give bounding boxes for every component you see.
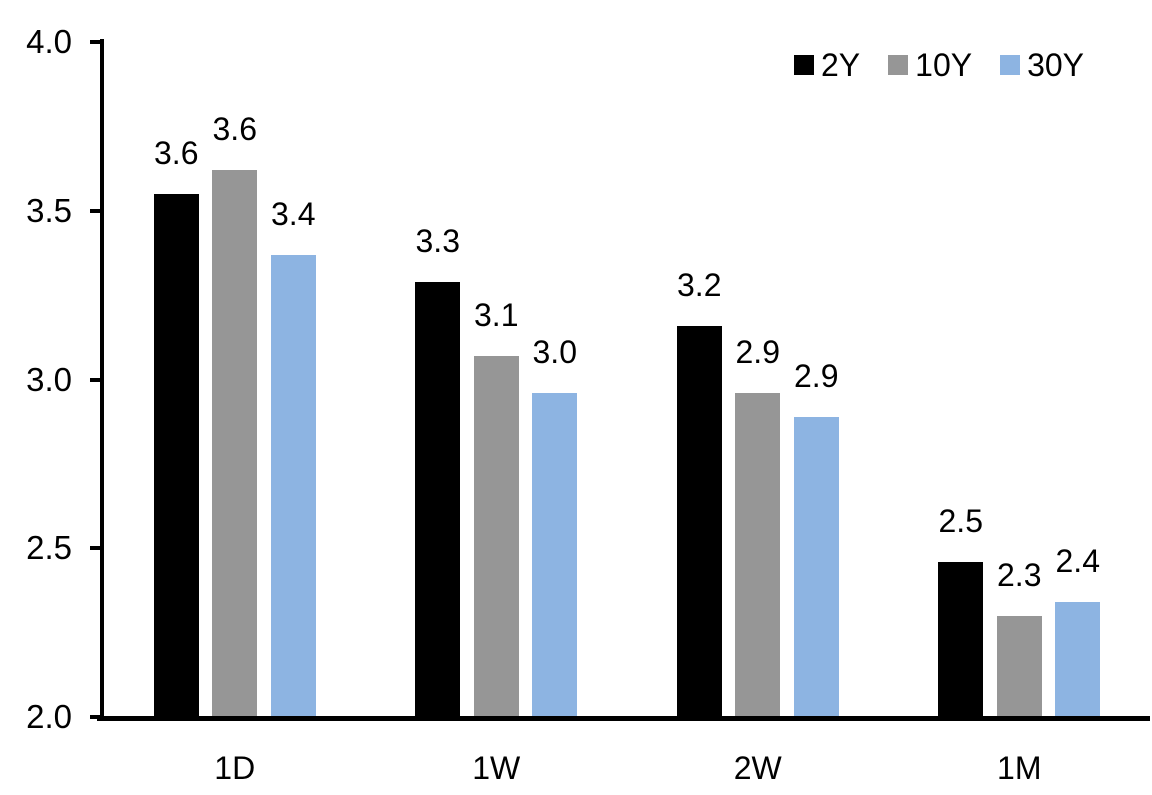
bar-30Y-2W [793, 416, 839, 716]
y-axis-tick [90, 40, 100, 44]
legend-entry-2Y: 2Y [794, 47, 860, 83]
bar-2Y-1D [153, 193, 199, 716]
y-axis-tick [90, 715, 100, 719]
y-axis-tick-label: 3.0 [26, 360, 72, 398]
legend-entry-10Y: 10Y [888, 47, 972, 83]
bar-30Y-1M [1055, 602, 1101, 716]
legend-label-2Y: 2Y [821, 47, 861, 83]
x-axis-line [97, 716, 1150, 721]
y-axis-tick [90, 546, 100, 551]
bar-value-label-2Y-2W: 3.2 [677, 266, 722, 303]
legend-swatch-icon-10Y [888, 55, 909, 75]
bar-2Y-1M [938, 561, 984, 716]
x-axis-label-1W: 1W [472, 750, 521, 786]
legend-label-30Y: 30Y [1027, 47, 1085, 83]
legend-swatch-icon-2Y [794, 55, 814, 75]
y-axis-line [100, 39, 104, 721]
bar-10Y-1M [996, 615, 1042, 716]
y-axis-tick-label: 2.0 [26, 698, 72, 735]
bar-value-label-30Y-1W: 3.0 [532, 334, 577, 370]
y-axis-tick-label: 4.0 [26, 23, 72, 60]
legend-swatch-icon-30Y [1000, 55, 1021, 75]
legend: 2Y 10Y 30Y [794, 47, 1084, 83]
x-axis-label-2W: 2W [733, 750, 782, 786]
bar-2Y-1W [415, 281, 461, 716]
bar-30Y-1D [270, 254, 316, 716]
legend-label-10Y: 10Y [915, 47, 973, 83]
bar-value-label-30Y-1M: 2.4 [1055, 543, 1100, 580]
bar-10Y-2W [735, 393, 781, 716]
legend-entry-30Y: 30Y [1000, 47, 1084, 83]
bar-value-label-2Y-1M: 2.5 [938, 502, 983, 539]
bar-value-label-10Y-1D: 3.6 [212, 111, 257, 148]
bar-2Y-2W [676, 325, 722, 716]
bar-30Y-1W [532, 393, 578, 716]
bar-10Y-1W [473, 355, 519, 716]
x-axis-label-1D: 1D [214, 750, 256, 786]
y-axis-tick [90, 377, 100, 382]
bar-value-label-2Y-1D: 3.6 [154, 134, 199, 171]
y-axis-tick-label: 3.5 [26, 191, 72, 229]
bar-10Y-1D [212, 170, 258, 716]
x-axis-label-1M: 1M [997, 750, 1042, 786]
bar-value-label-10Y-1M: 2.3 [997, 556, 1042, 593]
bar-value-label-10Y-1W: 3.1 [474, 296, 519, 333]
bar-value-label-10Y-2W: 2.9 [735, 334, 780, 370]
bar-value-label-30Y-2W: 2.9 [794, 357, 839, 394]
bar-value-label-2Y-1W: 3.3 [415, 222, 460, 259]
y-axis-tick [90, 208, 100, 213]
bar-value-label-30Y-1D: 3.4 [271, 195, 316, 232]
y-axis-tick-label: 2.5 [26, 529, 72, 567]
